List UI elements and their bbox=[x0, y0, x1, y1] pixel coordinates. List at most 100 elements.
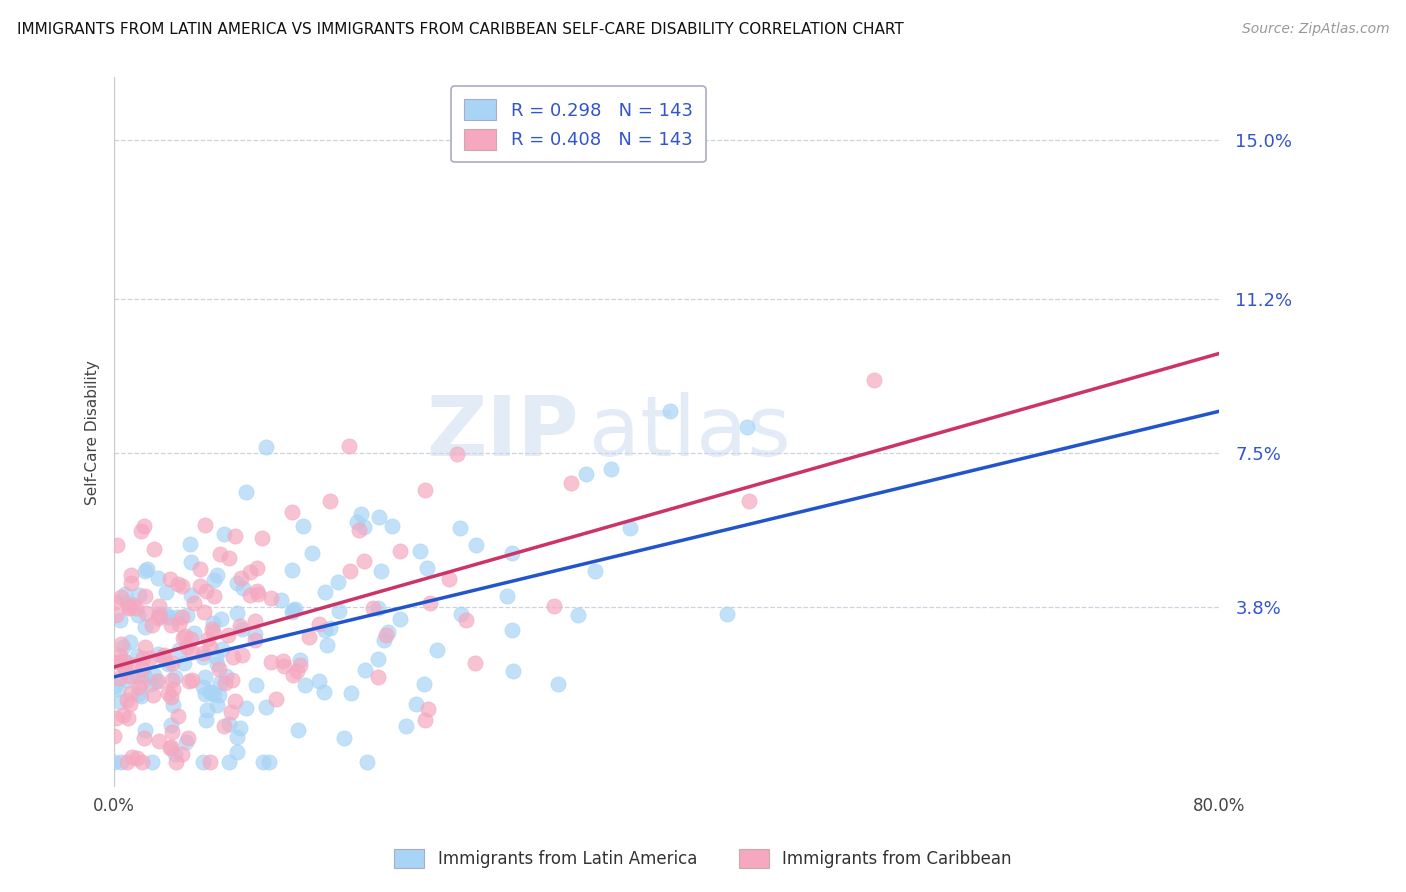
Point bbox=[108, 695, 131, 709]
Point bbox=[148, 599, 170, 614]
Point bbox=[202, 688, 225, 702]
Point bbox=[128, 681, 150, 695]
Point bbox=[104, 595, 127, 609]
Point bbox=[107, 655, 129, 669]
Point bbox=[270, 593, 292, 607]
Point bbox=[172, 579, 194, 593]
Text: ZIP: ZIP bbox=[426, 392, 578, 473]
Point bbox=[110, 590, 132, 604]
Point bbox=[356, 755, 378, 769]
Point bbox=[737, 494, 759, 508]
Point bbox=[134, 640, 156, 654]
Point bbox=[194, 517, 217, 532]
Point bbox=[449, 521, 471, 535]
Text: atlas: atlas bbox=[589, 392, 792, 473]
Point bbox=[389, 544, 412, 558]
Point bbox=[172, 631, 194, 645]
Point bbox=[218, 755, 240, 769]
Point bbox=[350, 507, 373, 521]
Point bbox=[105, 538, 128, 552]
Point bbox=[181, 673, 204, 688]
Point bbox=[191, 681, 214, 695]
Y-axis label: Self-Care Disability: Self-Care Disability bbox=[86, 359, 100, 505]
Point bbox=[121, 750, 143, 764]
Point bbox=[314, 585, 336, 599]
Point bbox=[222, 650, 245, 665]
Point bbox=[464, 656, 486, 670]
Point bbox=[312, 685, 335, 699]
Point bbox=[108, 671, 131, 685]
Point bbox=[239, 588, 262, 602]
Point bbox=[353, 554, 375, 568]
Point bbox=[363, 600, 385, 615]
Point bbox=[183, 596, 205, 610]
Point bbox=[218, 550, 240, 565]
Point bbox=[136, 562, 159, 576]
Point bbox=[201, 623, 224, 637]
Point bbox=[298, 630, 321, 644]
Point bbox=[188, 579, 211, 593]
Point bbox=[146, 611, 169, 625]
Point bbox=[180, 555, 202, 569]
Point bbox=[200, 640, 222, 654]
Point bbox=[125, 600, 148, 615]
Point bbox=[412, 677, 434, 691]
Point bbox=[128, 588, 150, 602]
Point bbox=[547, 677, 569, 691]
Point bbox=[197, 632, 219, 647]
Point bbox=[148, 607, 170, 621]
Point bbox=[619, 521, 641, 535]
Point bbox=[129, 689, 152, 703]
Point bbox=[232, 581, 254, 595]
Point bbox=[143, 667, 166, 681]
Point bbox=[139, 677, 162, 691]
Point bbox=[115, 673, 138, 687]
Point bbox=[239, 565, 262, 579]
Point bbox=[159, 740, 181, 755]
Point bbox=[346, 515, 368, 529]
Point bbox=[501, 546, 523, 560]
Legend: R = 0.298   N = 143, R = 0.408   N = 143: R = 0.298 N = 143, R = 0.408 N = 143 bbox=[451, 87, 706, 162]
Point bbox=[146, 647, 169, 661]
Text: Source: ZipAtlas.com: Source: ZipAtlas.com bbox=[1241, 22, 1389, 37]
Point bbox=[243, 627, 266, 641]
Point bbox=[543, 599, 565, 613]
Point bbox=[218, 717, 240, 731]
Point bbox=[863, 373, 886, 387]
Point bbox=[173, 656, 195, 670]
Point bbox=[107, 682, 129, 697]
Point bbox=[226, 731, 249, 745]
Point bbox=[567, 607, 589, 622]
Point bbox=[107, 655, 129, 669]
Point bbox=[214, 676, 236, 690]
Point bbox=[146, 571, 169, 585]
Point bbox=[194, 687, 217, 701]
Point bbox=[209, 676, 232, 690]
Point bbox=[260, 656, 283, 670]
Point bbox=[103, 729, 125, 743]
Point bbox=[103, 755, 125, 769]
Point bbox=[112, 659, 135, 673]
Point bbox=[129, 524, 152, 538]
Point bbox=[243, 614, 266, 628]
Point bbox=[225, 745, 247, 759]
Point bbox=[104, 710, 127, 724]
Point bbox=[395, 719, 418, 733]
Point bbox=[180, 632, 202, 647]
Point bbox=[104, 679, 127, 693]
Point bbox=[112, 708, 135, 723]
Point bbox=[127, 608, 149, 623]
Point bbox=[127, 669, 149, 683]
Point bbox=[118, 601, 141, 615]
Point bbox=[174, 629, 197, 643]
Point bbox=[437, 572, 460, 586]
Point bbox=[273, 654, 295, 668]
Point bbox=[120, 685, 142, 699]
Point bbox=[209, 612, 232, 626]
Point bbox=[224, 529, 246, 543]
Point bbox=[131, 662, 153, 676]
Point bbox=[170, 747, 193, 762]
Point bbox=[281, 603, 304, 617]
Point bbox=[405, 698, 427, 712]
Point bbox=[254, 699, 277, 714]
